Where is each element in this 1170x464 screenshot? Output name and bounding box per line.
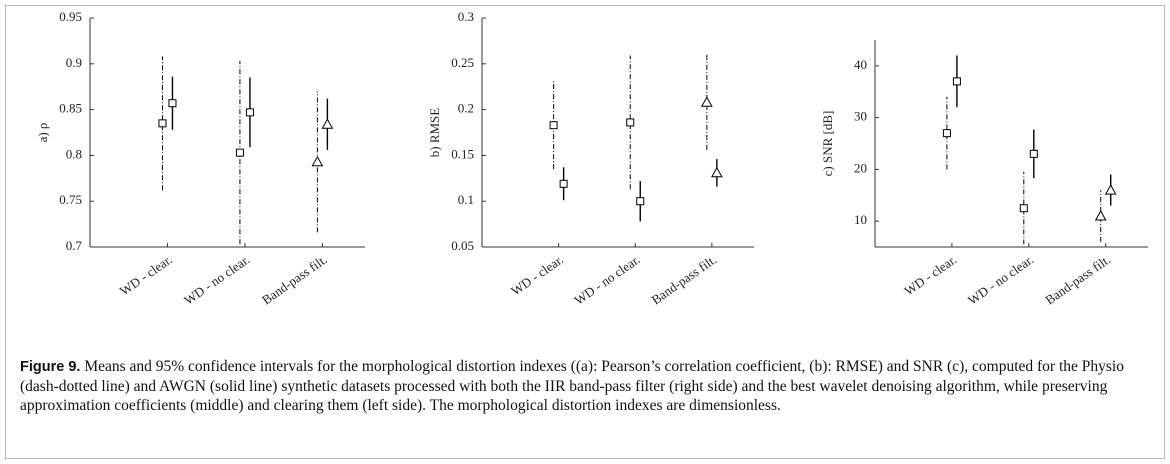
x-tick-label: Band-pass filt. (1042, 252, 1113, 308)
y-tick-label: 0.15 (451, 146, 474, 161)
marker (711, 166, 723, 178)
figure: 0.70.750.80.850.90.95a) ρWD - clear. WD -… (35, 9, 1148, 308)
x-tick-label: WD - clear. (508, 252, 566, 299)
y-axis-label: b) RMSE (427, 108, 442, 158)
marker (1104, 184, 1117, 195)
y-tick-label: 0.8 (66, 146, 82, 161)
caption-label: Figure 9. (20, 359, 81, 375)
y-axis-label: a) ρ (35, 123, 50, 143)
x-tick-label: WD - no clear. (571, 252, 642, 308)
marker (245, 108, 254, 117)
marker (626, 118, 635, 127)
y-tick-label: 0.7 (66, 238, 83, 253)
x-tick-label: WD - clear. (901, 252, 959, 299)
marker (168, 99, 177, 108)
y-tick-label: 0.2 (458, 101, 474, 116)
marker (549, 121, 558, 130)
caption-text: Means and 95% confidence intervals for t… (20, 358, 1124, 414)
y-tick-label: 0.1 (458, 192, 474, 207)
figure-frame (5, 5, 1165, 459)
y-tick-label: 0.85 (59, 101, 82, 116)
y-tick-label: 0.3 (458, 9, 474, 24)
marker (701, 96, 713, 107)
marker (235, 148, 244, 157)
y-tick-label: 0.25 (451, 55, 474, 70)
marker (1019, 204, 1028, 213)
x-tick-label: WD - clear. (117, 252, 175, 299)
y-axis-label: c) SNR [dB] (820, 111, 835, 177)
x-tick-label: Band-pass filt. (259, 252, 330, 308)
x-tick-label: WD - no clear. (965, 252, 1036, 308)
y-tick-label: 40 (854, 57, 867, 72)
y-tick-label: 0.05 (451, 238, 474, 253)
x-tick-label: Band-pass filt. (649, 252, 720, 308)
y-tick-label: 30 (854, 109, 867, 124)
marker (158, 119, 167, 128)
marker (1029, 149, 1038, 158)
y-tick-label: 0.9 (66, 55, 82, 70)
x-tick-label: WD - no clear. (181, 252, 252, 308)
marker (952, 77, 961, 86)
marker (942, 129, 951, 138)
y-tick-label: 10 (854, 212, 867, 227)
marker (321, 118, 334, 129)
marker (559, 179, 568, 188)
marker (311, 155, 324, 167)
y-tick-label: 0.95 (59, 9, 82, 24)
caption: Figure 9. Means and 95% confidence inter… (20, 357, 1150, 415)
marker (636, 197, 645, 206)
marker (1094, 209, 1107, 221)
y-tick-label: 20 (854, 160, 867, 175)
y-tick-label: 0.75 (59, 192, 82, 207)
